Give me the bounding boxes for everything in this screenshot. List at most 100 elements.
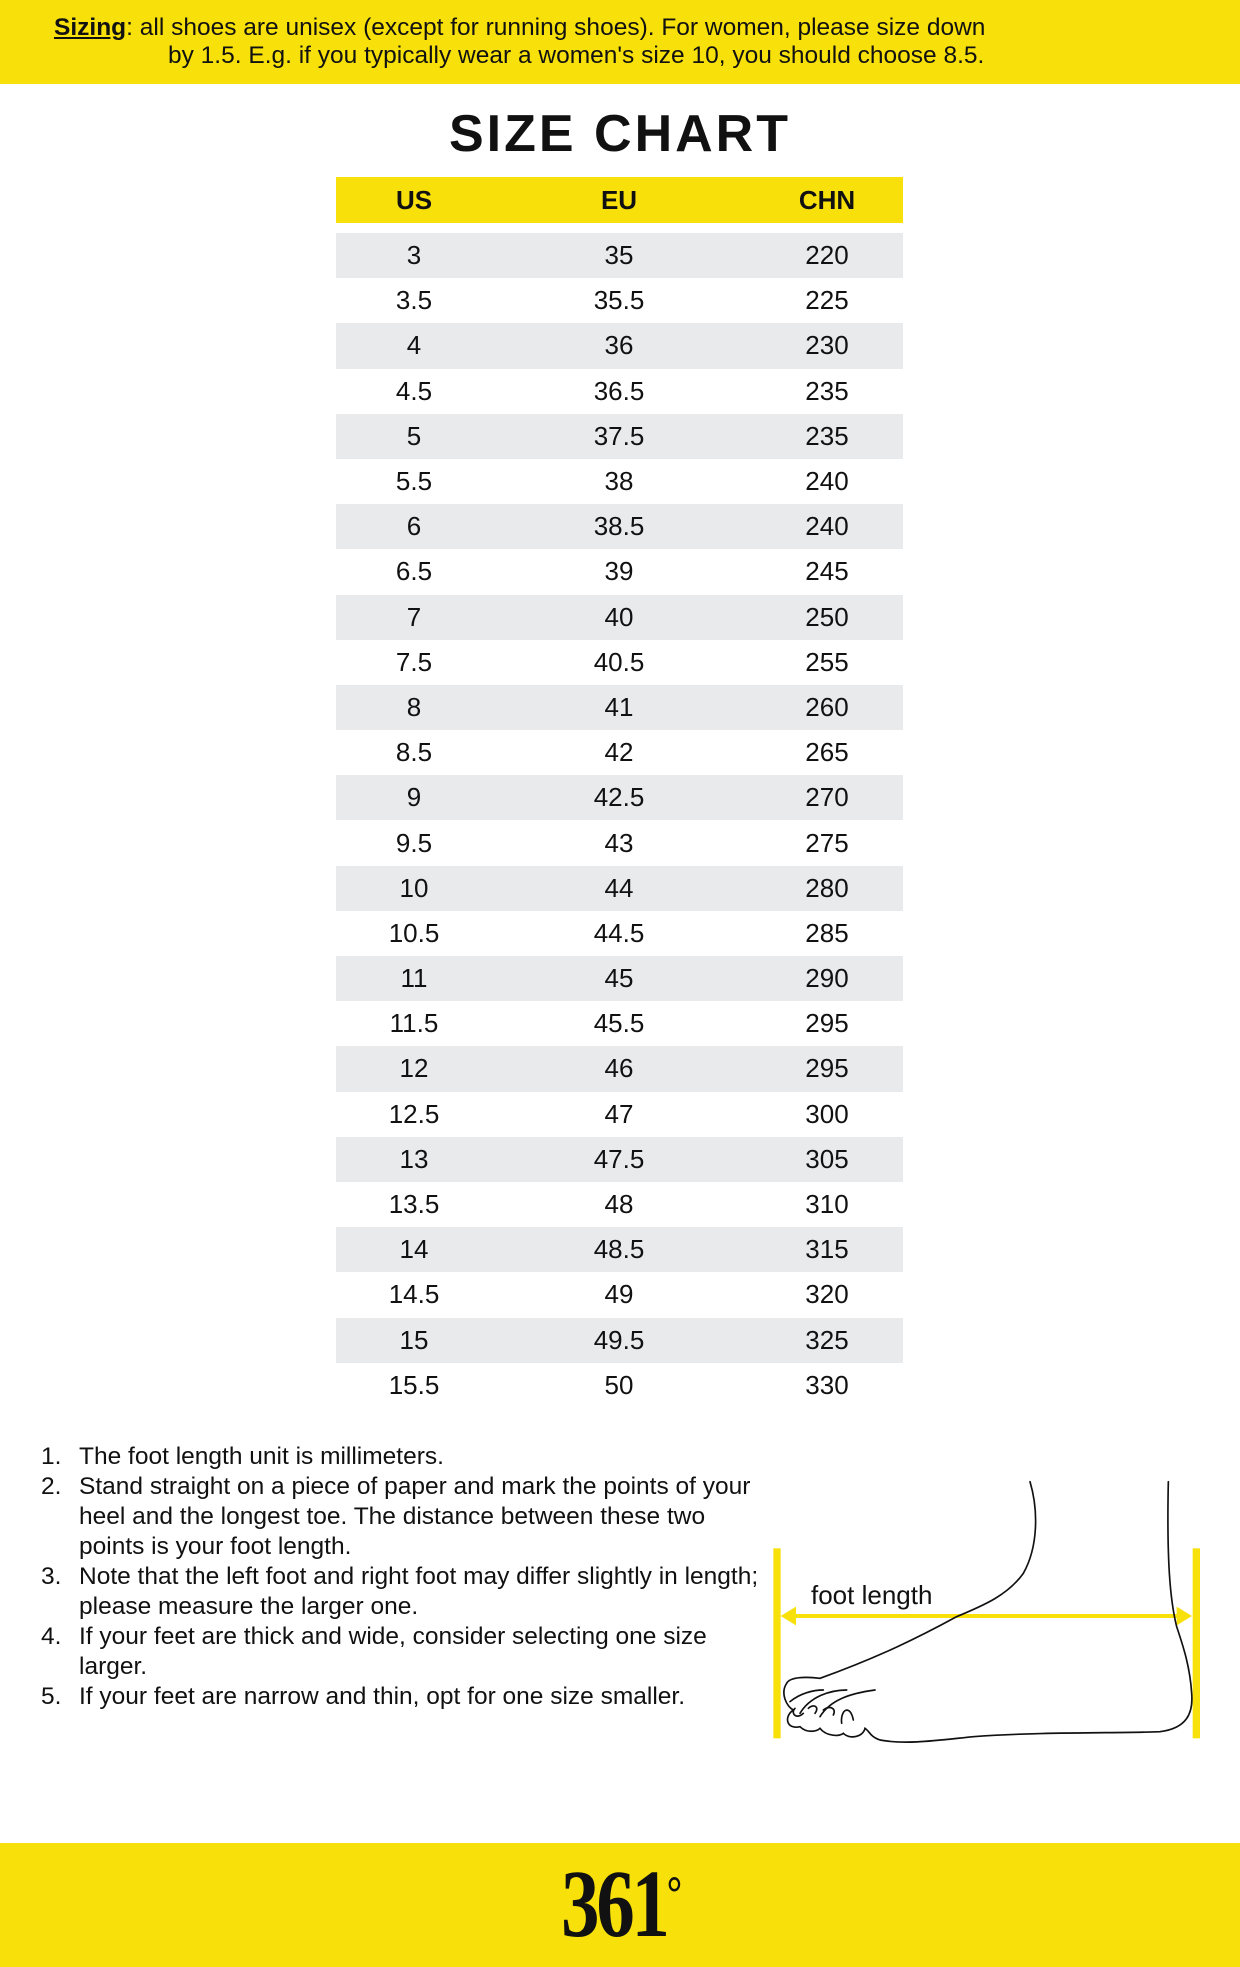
cell-eu: 46 (604, 1053, 634, 1084)
cell-eu: 42 (604, 737, 634, 768)
table-row: 7.5 40.5 255 (336, 640, 903, 685)
foot-outline (783, 1480, 1193, 1743)
cell-us: 8.5 (395, 737, 433, 768)
cell-eu: 44.5 (593, 917, 645, 948)
cell-chn: 270 (805, 782, 849, 813)
cell-chn: 290 (805, 963, 849, 994)
cell-us: 13 (399, 1143, 429, 1174)
cell-eu: 36.5 (593, 375, 645, 406)
table-row: 12 46 295 (336, 1046, 903, 1092)
cell-chn: 295 (805, 1053, 849, 1084)
cell-us: 6.5 (395, 556, 433, 587)
size-table: US EU CHN 3 35 220 3.5 35.5 225 4 36 230 4.5 36.5 2… (336, 177, 903, 1408)
instruction-item: 1. The foot length unit is millimeters. (41, 1442, 761, 1472)
cell-us: 7 (406, 601, 422, 632)
cell-chn: 230 (805, 330, 849, 361)
cell-chn: 260 (805, 691, 849, 722)
table-row: 15.5 50 330 (336, 1363, 903, 1408)
cell-us: 3 (406, 240, 422, 271)
cell-eu: 48.5 (593, 1234, 645, 1265)
cell-us: 4 (406, 330, 422, 361)
cell-chn: 285 (805, 917, 849, 948)
header-eu: EU (600, 184, 638, 215)
table-row: 5 37.5 235 (336, 413, 903, 459)
cell-chn: 305 (805, 1143, 849, 1174)
cell-us: 15 (399, 1324, 429, 1355)
cell-eu: 40 (604, 601, 634, 632)
page-title: SIZE CHART (449, 105, 791, 163)
cell-eu: 35.5 (593, 285, 645, 316)
cell-us: 13.5 (388, 1189, 440, 1220)
table-row: 11.5 45.5 295 (336, 1001, 903, 1046)
cell-chn: 225 (805, 285, 849, 316)
cell-chn: 320 (805, 1279, 849, 1310)
foot-length-label: foot length (811, 1580, 933, 1610)
heel-marker-line (1192, 1548, 1200, 1739)
sizing-text-line2: by 1.5. E.g. if you typically wear a wom… (168, 42, 985, 69)
cell-us: 8 (406, 691, 422, 722)
cell-chn: 300 (805, 1098, 849, 1129)
cell-us: 11.5 (389, 1008, 439, 1039)
cell-eu: 40.5 (593, 646, 645, 677)
instruction-number: 2. (41, 1473, 62, 1500)
instruction-item: 5. If your feet are narrow and thin, opt … (41, 1682, 761, 1712)
cell-eu: 39 (604, 556, 634, 587)
foot-measure-illustration-icon (773, 1480, 1200, 1743)
cell-chn: 250 (805, 601, 849, 632)
instruction-item: 4. If your feet are thick and wide, consi… (41, 1622, 761, 1682)
table-row: 4 36 230 (336, 323, 903, 369)
cell-chn: 315 (805, 1234, 849, 1265)
cell-chn: 310 (805, 1189, 849, 1220)
cell-us: 5 (406, 420, 422, 451)
sizing-note: Sizing: all shoes are unisex (except for… (54, 14, 1214, 70)
measurement-instructions: 1. The foot length unit is millimeters. 2.… (41, 1442, 761, 1712)
cell-eu: 41 (604, 691, 634, 722)
table-row: 9.5 43 275 (336, 820, 903, 865)
cell-eu: 49 (604, 1279, 634, 1310)
table-row: 10.5 44.5 285 (336, 911, 903, 956)
instruction-item: 2. Stand straight on a piece of paper and… (41, 1472, 761, 1562)
cell-eu: 35 (604, 240, 634, 271)
cell-us: 5.5 (395, 466, 433, 497)
cell-eu: 44 (604, 872, 634, 903)
cell-eu: 45 (604, 963, 634, 994)
table-row: 14 48.5 315 (336, 1227, 903, 1273)
cell-chn: 330 (805, 1369, 849, 1400)
cell-chn: 245 (805, 556, 849, 587)
table-row: 8 41 260 (336, 684, 903, 731)
cell-us: 4.5 (395, 375, 433, 406)
brand-logo: 361° (124, 1849, 1116, 1959)
instruction-text: If your feet are thick and wide, conside… (79, 1623, 707, 1680)
cell-chn: 280 (805, 872, 849, 903)
cell-eu: 42.5 (593, 782, 645, 813)
instruction-number: 4. (41, 1623, 62, 1650)
instruction-text: Stand straight on a piece of paper and m… (79, 1473, 751, 1560)
cell-us: 10.5 (388, 917, 440, 948)
cell-eu: 47.5 (593, 1143, 645, 1174)
table-row: 13.5 48 310 (336, 1182, 903, 1227)
cell-chn: 325 (805, 1324, 849, 1355)
footer-bar: 361° (0, 1843, 1240, 1967)
table-body: 3 35 220 3.5 35.5 225 4 36 230 4.5 36.5 235 5 37.5 235… (336, 233, 903, 1408)
cell-us: 9 (406, 782, 422, 813)
cell-chn: 235 (805, 375, 849, 406)
table-row: 6.5 39 245 (336, 549, 903, 594)
cell-us: 14 (399, 1234, 429, 1265)
cell-chn: 240 (805, 511, 849, 542)
cell-eu: 38.5 (593, 511, 645, 542)
header-us: US (395, 184, 433, 215)
table-row: 12.5 47 300 (336, 1092, 903, 1137)
arrow-right-icon (1176, 1606, 1192, 1626)
cell-us: 10 (399, 872, 429, 903)
toe-marker-line (773, 1548, 781, 1739)
instruction-item: 3. Note that the left foot and right foot… (41, 1562, 761, 1622)
cell-chn: 240 (805, 466, 849, 497)
header-chn: CHN (798, 184, 856, 215)
table-row: 14.5 49 320 (336, 1272, 903, 1317)
table-row: 8.5 42 265 (336, 730, 903, 775)
table-row: 6 38.5 240 (336, 504, 903, 550)
cell-us: 12 (399, 1053, 429, 1084)
table-row: 3.5 35.5 225 (336, 278, 903, 323)
table-row: 10 44 280 (336, 865, 903, 911)
instruction-number: 1. (41, 1443, 62, 1470)
